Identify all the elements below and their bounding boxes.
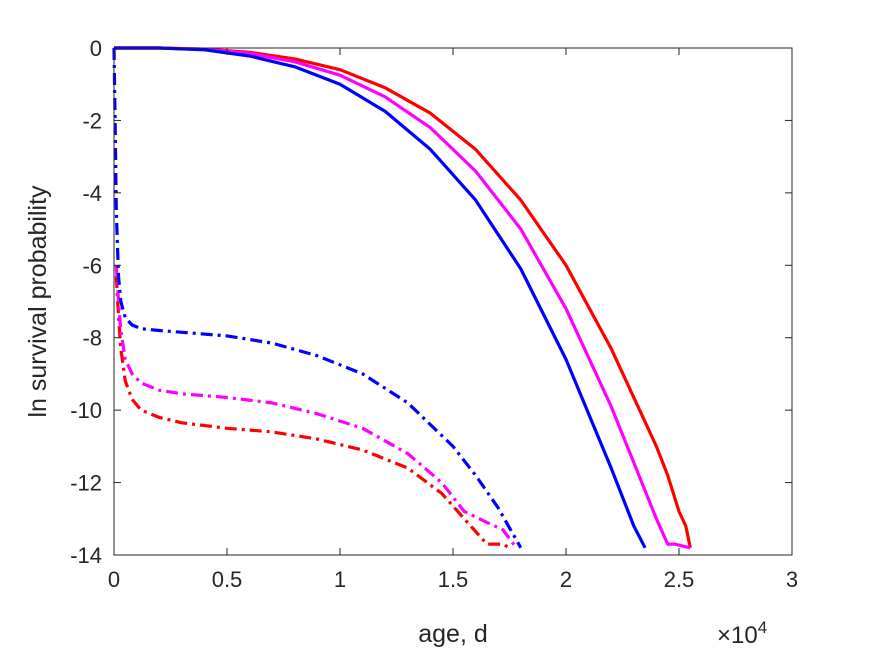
series-line-4 (114, 276, 511, 550)
x-tick-label: 1 (334, 567, 346, 592)
y-axis-label: ln survival probability (24, 185, 52, 418)
x-tick-label: 2.5 (664, 567, 695, 592)
y-tick-label: -8 (82, 326, 102, 351)
x-tick-label: 2 (560, 567, 572, 592)
x-tick-label: 1.5 (438, 567, 469, 592)
y-tick-label: -2 (82, 108, 102, 133)
y-tick-label: 0 (90, 36, 102, 61)
x-tick-label: 0 (108, 567, 120, 592)
x-tick-label: 0.5 (212, 567, 243, 592)
x-multiplier-base: ×10 (717, 622, 758, 649)
x-axis-multiplier: ×104 (717, 618, 767, 649)
series-line-3 (114, 46, 647, 549)
x-tick-label: 3 (786, 567, 798, 592)
y-tick-label: -4 (82, 181, 102, 206)
x-axis-label: age, d (418, 620, 488, 648)
y-tick-label: -10 (70, 398, 102, 423)
y-tick-label: -14 (70, 543, 102, 568)
y-tick-label: -6 (82, 253, 102, 278)
x-multiplier-exponent: 4 (758, 618, 767, 637)
y-tick-label: -12 (70, 471, 102, 496)
series-line-6 (112, 47, 523, 549)
series-line-5 (114, 265, 518, 549)
tick-layer: 0 0.5 1 1.5 2 2.5 3 0 -2 -4 -6 -8 -10 -12 -14 (70, 36, 798, 592)
